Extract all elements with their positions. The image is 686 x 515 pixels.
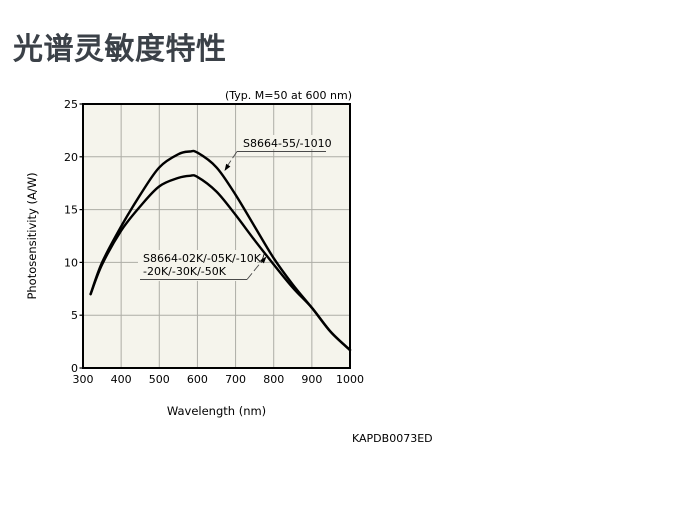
y-axis-title: Photosensitivity (A/W) — [25, 172, 39, 299]
x-axis-title: Wavelength (nm) — [167, 404, 266, 418]
curve-label-s8664-02k-line1: S8664-02K/-05K/-10K/ — [143, 252, 265, 265]
curve-label-s8664-55: S8664-55/-1010 — [243, 137, 332, 150]
tick-layer: 0 5 10 15 20 25 300 400 500 600 700 800 900 1000 — [64, 98, 364, 386]
series-curve-1 — [89, 174, 352, 352]
annotation-bg — [239, 135, 329, 149]
annotation-s8664-55: S8664-55/-1010 — [224, 135, 332, 171]
y-tick-label: 20 — [64, 151, 78, 164]
page-title: 光谱灵敏度特性 — [13, 32, 227, 67]
leader-arrowhead-icon — [224, 163, 231, 171]
y-tick-label: 0 — [71, 362, 78, 375]
y-tick-label: 15 — [64, 204, 78, 217]
x-tick-label: 700 — [225, 373, 246, 386]
x-tick-label: 1000 — [336, 373, 364, 386]
chart-condition-note: (Typ. M=50 at 600 nm) — [225, 89, 352, 102]
curve-layer — [89, 149, 352, 352]
plot-border — [82, 103, 351, 369]
x-tick-label: 600 — [187, 373, 208, 386]
figure-code: KAPDB0073ED — [352, 432, 433, 445]
annotation-bg — [138, 250, 257, 281]
x-tick-label: 800 — [263, 373, 284, 386]
annotation-s8664-02k: S8664-02K/-05K/-10K/ -20K/-30K/-50K — [138, 250, 267, 281]
leader-arrowhead-icon — [260, 256, 267, 264]
x-tick-label: 500 — [149, 373, 170, 386]
x-tick-label: 400 — [111, 373, 132, 386]
curve-label-s8664-02k-line2: -20K/-30K/-50K — [143, 265, 227, 278]
y-tick-label: 5 — [71, 309, 78, 322]
y-tick-label: 25 — [64, 98, 78, 111]
x-tick-label: 900 — [301, 373, 322, 386]
x-tick-label: 300 — [73, 373, 94, 386]
y-tick-label: 10 — [64, 256, 78, 269]
leader-line-dashed — [246, 260, 263, 280]
